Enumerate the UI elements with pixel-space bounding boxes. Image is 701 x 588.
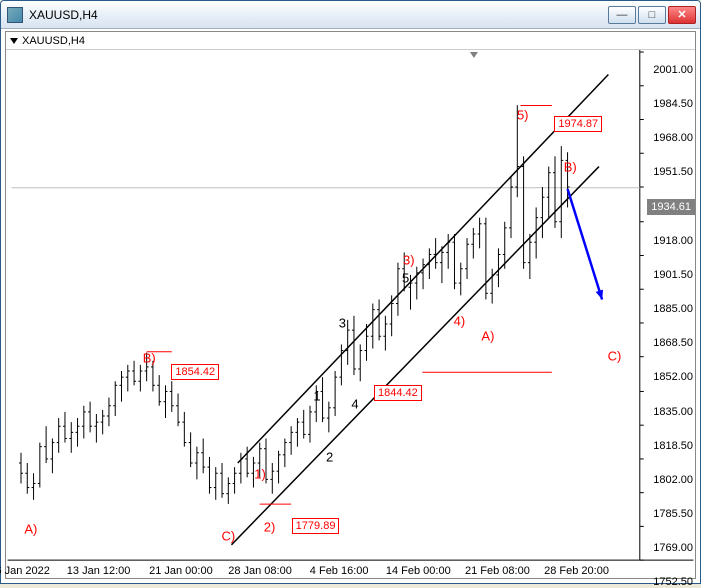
x-axis-tick: 28 Feb 20:00 [544, 565, 609, 577]
content-area: XAUUSD,H4 2001.00 1984.50 1968.00 1951.50 19… [5, 31, 696, 579]
chart-header[interactable]: XAUUSD,H4 [6, 32, 695, 50]
x-axis-tick: 21 Jan 00:00 [149, 565, 213, 577]
x-axis-tick: 4 Feb 16:00 [310, 565, 369, 577]
y-axis-tick: 1835.00 [653, 406, 693, 418]
price-box: 1844.42 [374, 385, 422, 401]
app-window: XAUUSD,H4 — □ ✕ XAUUSD,H4 2001.00 1984.50… [0, 0, 701, 584]
x-axis-tick: 21 Feb 08:00 [465, 565, 530, 577]
y-axis-tick: 1802.00 [653, 474, 693, 486]
y-axis-tick: 1868.50 [653, 337, 693, 349]
y-axis-tick: 1968.00 [653, 132, 693, 144]
y-axis-tick: 1785.50 [653, 508, 693, 520]
x-axis-tick: 6 Jan 2022 [0, 565, 50, 577]
current-price-box: 1934.61 [647, 199, 695, 215]
maximize-button[interactable]: □ [638, 6, 666, 24]
y-axis-tick: 1885.00 [653, 303, 693, 315]
symbol-label: XAUUSD,H4 [22, 35, 85, 47]
y-axis-tick: 1984.50 [653, 98, 693, 110]
y-axis-tick: 1852.00 [653, 371, 693, 383]
dropdown-icon[interactable] [10, 38, 18, 44]
price-box: 1854.42 [171, 364, 219, 380]
y-axis-tick: 1818.50 [653, 440, 693, 452]
x-axis-tick: 28 Jan 08:00 [228, 565, 292, 577]
y-axis-tick: 1918.00 [653, 235, 693, 247]
y-axis-tick: 2001.00 [653, 64, 693, 76]
y-axis-tick: 1901.50 [653, 269, 693, 281]
y-axis-tick: 1769.00 [653, 542, 693, 554]
x-axis-tick: 14 Feb 00:00 [386, 565, 451, 577]
y-axis-tick: 1752.50 [653, 576, 693, 588]
price-box: 1974.87 [554, 116, 602, 132]
app-icon [7, 7, 23, 23]
window-title: XAUUSD,H4 [29, 8, 608, 22]
chart-plot-area[interactable]: 2001.001984.501968.001951.501935.001918.… [6, 50, 695, 578]
close-button[interactable]: ✕ [668, 6, 696, 24]
window-buttons: — □ ✕ [608, 6, 696, 24]
minimize-button[interactable]: — [608, 6, 636, 24]
y-axis-tick: 1951.50 [653, 166, 693, 178]
price-box: 1779.89 [292, 518, 340, 534]
titlebar[interactable]: XAUUSD,H4 — □ ✕ [1, 1, 700, 29]
x-axis-tick: 13 Jan 12:00 [67, 565, 131, 577]
